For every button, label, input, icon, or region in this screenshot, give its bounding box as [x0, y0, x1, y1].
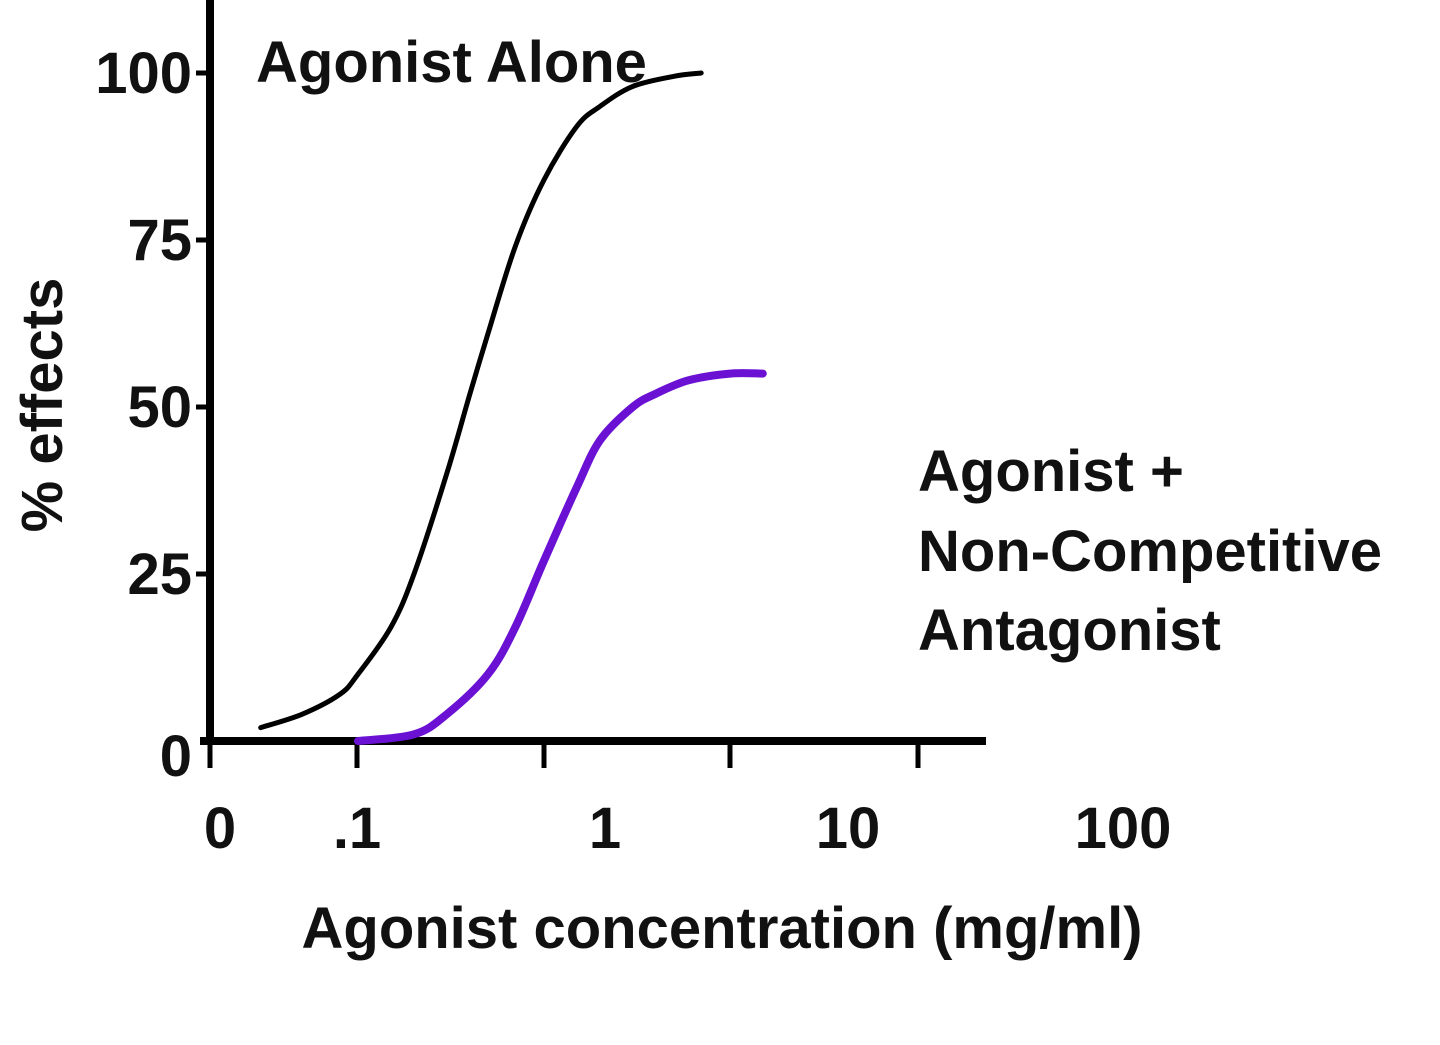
x-tick-label: .1 [333, 796, 381, 861]
tick-labels: 0 .1 1 10 100 0 25 50 75 100 [95, 41, 1171, 861]
x-axis-label: Agonist concentration (mg/ml) [302, 896, 1143, 961]
series-line-with-antagonist [354, 369, 767, 745]
series-line-agonist-alone [258, 70, 704, 731]
annotation-antagonist-line-3: Antagonist [918, 598, 1221, 663]
tick-marks [196, 70, 921, 768]
y-axis-label: % effects [10, 278, 75, 533]
y-tick-label: 50 [127, 375, 192, 440]
y-tick-label: 75 [127, 208, 192, 273]
x-tick-label: 1 [589, 796, 621, 861]
x-tick-label: 0 [204, 796, 236, 861]
axes [200, 0, 986, 745]
y-tick-label: 25 [127, 542, 192, 607]
annotation-antagonist-line-2: Non-Competitive [918, 519, 1382, 584]
y-tick-label: 0 [160, 724, 192, 789]
x-tick-label: 10 [816, 796, 881, 861]
annotation-agonist-alone: Agonist Alone [256, 30, 647, 95]
x-tick-label: 100 [1075, 796, 1172, 861]
annotation-antagonist-line-1: Agonist + [918, 439, 1184, 504]
y-tick-label: 100 [95, 41, 192, 106]
series-group [258, 70, 767, 745]
